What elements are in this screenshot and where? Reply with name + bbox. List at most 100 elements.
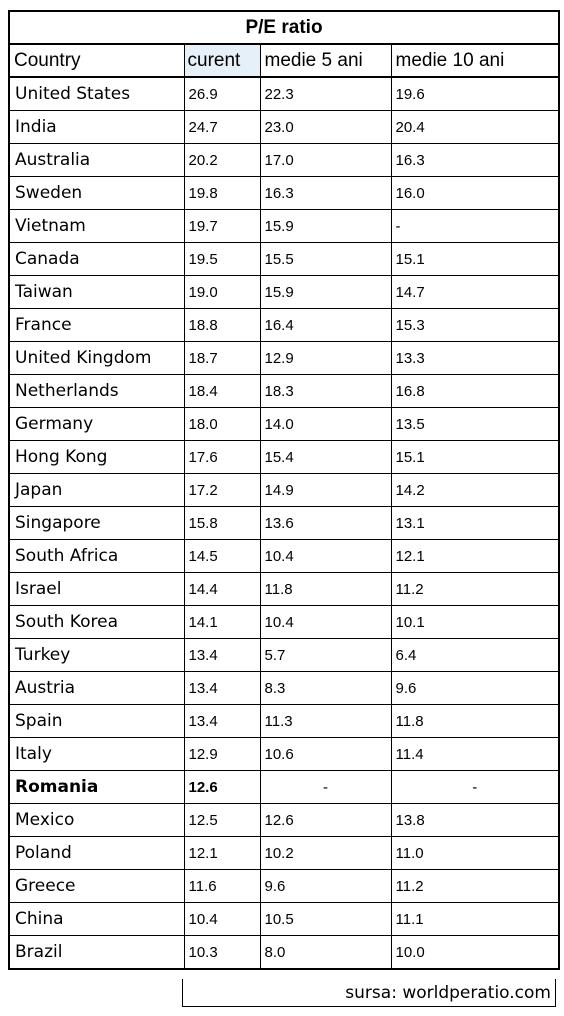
curent-cell: 10.3 bbox=[183, 935, 261, 970]
source-note: sursa: worldperatio.com bbox=[182, 979, 556, 1007]
table-row: South Korea 14.1 10.4 10.1 bbox=[8, 605, 561, 639]
table-row: Taiwan 19.0 15.9 14.7 bbox=[8, 275, 561, 309]
medie-10-ani-cell: 20.4 bbox=[390, 110, 561, 144]
table-row: Sweden 19.8 16.3 16.0 bbox=[8, 176, 561, 210]
medie-5-ani-cell: 22.3 bbox=[259, 76, 392, 111]
table-row: Germany 18.0 14.0 13.5 bbox=[8, 407, 561, 441]
medie-10-ani-cell: 15.3 bbox=[390, 308, 561, 342]
medie-10-ani-cell: 9.6 bbox=[390, 671, 561, 705]
table-row: Turkey 13.4 5.7 6.4 bbox=[8, 638, 561, 672]
medie-10-ani-cell: 16.0 bbox=[390, 176, 561, 210]
curent-cell: 12.5 bbox=[183, 803, 261, 837]
country-cell: Canada bbox=[8, 242, 185, 276]
table-row: Hong Kong 17.6 15.4 15.1 bbox=[8, 440, 561, 474]
medie-10-ani-cell: 16.3 bbox=[390, 143, 561, 177]
curent-cell: 10.4 bbox=[183, 902, 261, 936]
curent-cell: 12.9 bbox=[183, 737, 261, 771]
medie-5-ani-cell: 16.4 bbox=[259, 308, 392, 342]
medie-5-ani-cell: 13.6 bbox=[259, 506, 392, 540]
medie-5-ani-cell: 12.6 bbox=[259, 803, 392, 837]
curent-cell: 13.4 bbox=[183, 638, 261, 672]
country-cell: United States bbox=[8, 76, 185, 111]
curent-cell: 13.4 bbox=[183, 704, 261, 738]
table-row: Spain 13.4 11.3 11.8 bbox=[8, 704, 561, 738]
medie-10-ani-cell: 13.5 bbox=[390, 407, 561, 441]
country-cell: Poland bbox=[8, 836, 185, 870]
curent-cell: 19.7 bbox=[183, 209, 261, 243]
medie-5-ani-cell: 11.8 bbox=[259, 572, 392, 606]
curent-cell: 17.2 bbox=[183, 473, 261, 507]
medie-10-ani-cell: 11.4 bbox=[390, 737, 561, 771]
medie-10-ani-cell: 14.2 bbox=[390, 473, 561, 507]
medie-5-ani-cell: 14.0 bbox=[259, 407, 392, 441]
medie-5-ani-cell: 15.5 bbox=[259, 242, 392, 276]
medie-5-ani-cell: 16.3 bbox=[259, 176, 392, 210]
table-row: Australia 20.2 17.0 16.3 bbox=[8, 143, 561, 177]
medie-10-ani-cell: 13.1 bbox=[390, 506, 561, 540]
medie-10-ani-cell: 19.6 bbox=[390, 76, 561, 111]
curent-cell: 12.6 bbox=[183, 770, 261, 804]
country-cell: Japan bbox=[8, 473, 185, 507]
medie-10-ani-cell: 11.2 bbox=[390, 572, 561, 606]
curent-cell: 18.4 bbox=[183, 374, 261, 408]
medie-10-ani-cell: 12.1 bbox=[390, 539, 561, 573]
medie-10-ani-cell: - bbox=[390, 209, 561, 243]
column-header-medie-5-ani: medie 5 ani bbox=[259, 43, 392, 78]
table-row: Singapore 15.8 13.6 13.1 bbox=[8, 506, 561, 540]
medie-5-ani-cell: 10.2 bbox=[259, 836, 392, 870]
table-body: United States 26.9 22.3 19.6 India 24.7 23.0 20… bbox=[8, 76, 561, 970]
country-cell: Mexico bbox=[8, 803, 185, 837]
table-row: United States 26.9 22.3 19.6 bbox=[8, 76, 561, 111]
medie-10-ani-cell: 14.7 bbox=[390, 275, 561, 309]
medie-10-ani-cell: 6.4 bbox=[390, 638, 561, 672]
table-row: Greece 11.6 9.6 11.2 bbox=[8, 869, 561, 903]
curent-cell: 19.5 bbox=[183, 242, 261, 276]
table-row: France 18.8 16.4 15.3 bbox=[8, 308, 561, 342]
country-cell: Singapore bbox=[8, 506, 185, 540]
medie-5-ani-cell: 18.3 bbox=[259, 374, 392, 408]
medie-10-ani-cell: 13.3 bbox=[390, 341, 561, 375]
medie-5-ani-cell: 11.3 bbox=[259, 704, 392, 738]
medie-5-ani-cell: 8.3 bbox=[259, 671, 392, 705]
pe-ratio-table: P/E ratio Country curent medie 5 ani med… bbox=[7, 10, 561, 970]
medie-5-ani-cell: 10.5 bbox=[259, 902, 392, 936]
table-row: Canada 19.5 15.5 15.1 bbox=[8, 242, 561, 276]
medie-5-ani-cell: 10.4 bbox=[259, 539, 392, 573]
country-cell: India bbox=[8, 110, 185, 144]
table-row: Vietnam 19.7 15.9- bbox=[8, 209, 561, 243]
medie-5-ani-cell: 5.7 bbox=[259, 638, 392, 672]
table-row: India 24.7 23.0 20.4 bbox=[8, 110, 561, 144]
table-row: Mexico 12.5 12.6 13.8 bbox=[8, 803, 561, 837]
country-cell: United Kingdom bbox=[8, 341, 185, 375]
table-row: Japan 17.2 14.9 14.2 bbox=[8, 473, 561, 507]
medie-5-ani-cell: 10.4 bbox=[259, 605, 392, 639]
table-row: Romania 12.6- - bbox=[8, 770, 561, 804]
table-row: South Africa 14.5 10.4 12.1 bbox=[8, 539, 561, 573]
medie-5-ani-cell: 8.0 bbox=[259, 935, 392, 970]
column-header-country: Country bbox=[8, 43, 185, 78]
curent-cell: 15.8 bbox=[183, 506, 261, 540]
country-cell: Sweden bbox=[8, 176, 185, 210]
country-cell: Spain bbox=[8, 704, 185, 738]
medie-10-ani-cell: 11.0 bbox=[390, 836, 561, 870]
country-cell: Germany bbox=[8, 407, 185, 441]
curent-cell: 17.6 bbox=[183, 440, 261, 474]
curent-cell: 13.4 bbox=[183, 671, 261, 705]
medie-5-ani-cell: 15.4 bbox=[259, 440, 392, 474]
curent-cell: 14.4 bbox=[183, 572, 261, 606]
medie-10-ani-cell: 16.8 bbox=[390, 374, 561, 408]
table-row: Poland 12.1 10.2 11.0 bbox=[8, 836, 561, 870]
curent-cell: 18.7 bbox=[183, 341, 261, 375]
country-cell: South Korea bbox=[8, 605, 185, 639]
medie-10-ani-cell: 11.1 bbox=[390, 902, 561, 936]
curent-cell: 26.9 bbox=[183, 76, 261, 111]
table-row: China 10.4 10.5 11.1 bbox=[8, 902, 561, 936]
country-cell: Greece bbox=[8, 869, 185, 903]
country-cell: Austria bbox=[8, 671, 185, 705]
table-title: P/E ratio bbox=[7, 10, 561, 45]
curent-cell: 19.8 bbox=[183, 176, 261, 210]
country-cell: Italy bbox=[8, 737, 185, 771]
medie-10-ani-cell: 15.1 bbox=[390, 440, 561, 474]
medie-5-ani-cell: 9.6 bbox=[259, 869, 392, 903]
medie-5-ani-cell: 15.9 bbox=[259, 209, 392, 243]
